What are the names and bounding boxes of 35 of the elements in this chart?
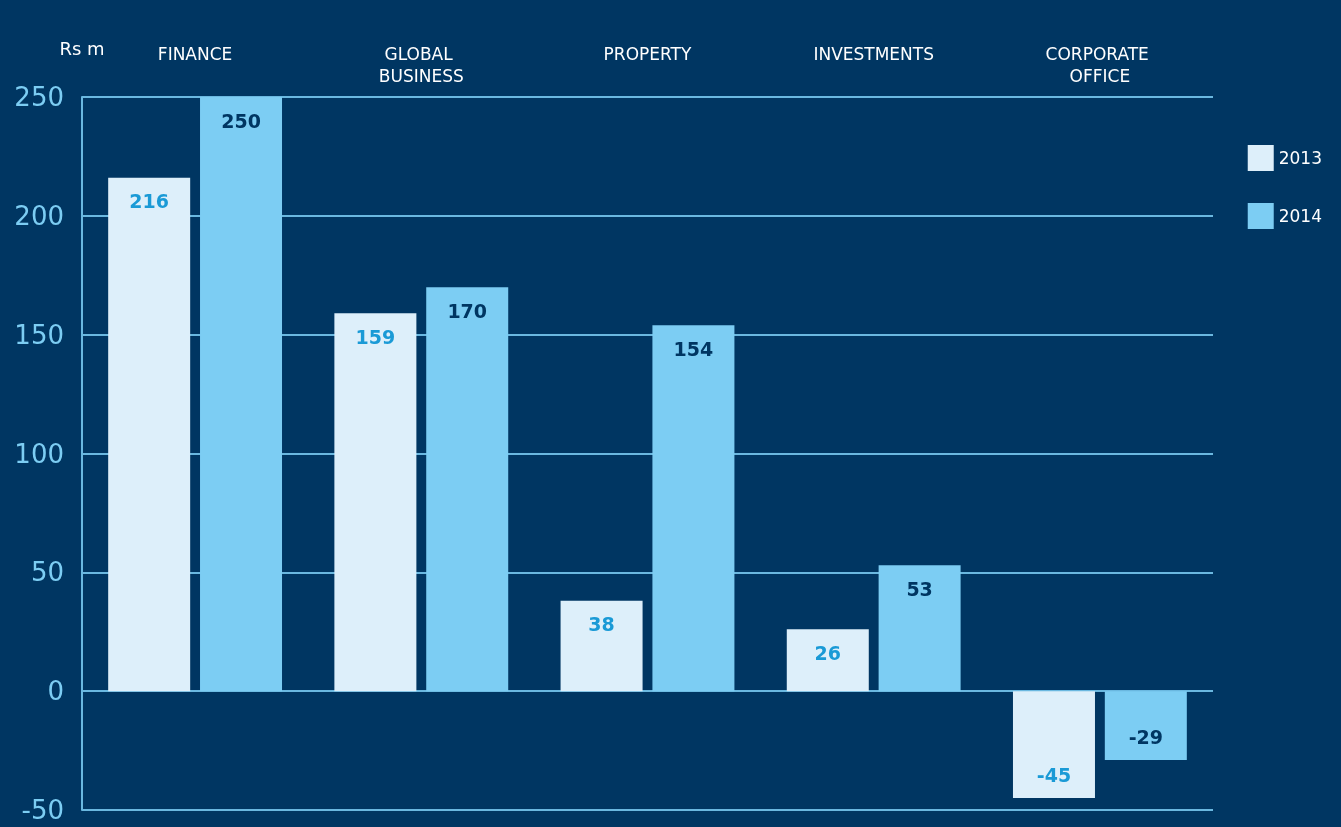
- bar: [108, 177, 191, 692]
- y-tick-label: 50: [30, 557, 64, 588]
- legend-label: 2013: [1278, 148, 1322, 168]
- data-label: 38: [588, 613, 615, 636]
- bar: [426, 287, 509, 692]
- data-label: 170: [447, 299, 488, 322]
- x-tick-label: FINANCE: [157, 44, 233, 64]
- x-tick-label: CORPORATE OFFICE: [1045, 44, 1155, 86]
- data-label: -45: [1036, 763, 1072, 786]
- y-tick-label: 100: [14, 438, 64, 469]
- bar: [652, 325, 735, 692]
- y-tick-label: 0: [47, 676, 64, 707]
- data-label: 154: [673, 337, 714, 360]
- data-label: 26: [814, 641, 842, 664]
- bar: [334, 313, 417, 692]
- data-label: 250: [221, 109, 261, 132]
- bar: [1012, 691, 1095, 799]
- y-tick-label: 150: [14, 319, 64, 350]
- bar: [1104, 691, 1187, 761]
- data-label: 159: [355, 325, 396, 348]
- x-tick-label: PROPERTY: [603, 44, 693, 64]
- data-label: -29: [1128, 725, 1163, 748]
- data-label: 216: [129, 190, 170, 213]
- y-tick-label: 200: [14, 200, 64, 231]
- bar: [786, 629, 869, 692]
- y-axis-title: Rs m: [59, 37, 105, 59]
- x-tick-label: INVESTMENTS: [813, 44, 934, 64]
- legend-label: 2014: [1278, 206, 1322, 226]
- y-tick-label: -50: [21, 795, 64, 825]
- y-tick-label: 250: [14, 82, 64, 112]
- bar: [200, 97, 283, 692]
- bar: [560, 600, 643, 692]
- x-tick-label: GLOBAL BUSINESS: [378, 44, 464, 86]
- data-label: 53: [906, 577, 933, 600]
- bar: [878, 565, 961, 692]
